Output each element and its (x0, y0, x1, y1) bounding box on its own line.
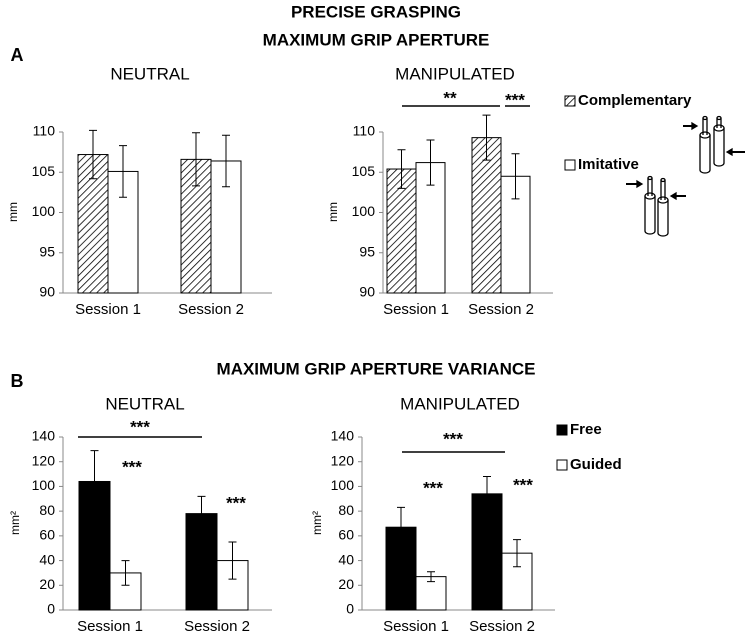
legend-swatch (564, 95, 576, 107)
bar (471, 137, 502, 294)
panel-label: A (11, 45, 24, 65)
significance-label: *** (122, 457, 142, 476)
error-bar (513, 539, 521, 568)
legend-label: Guided (570, 456, 622, 473)
chart-title: NEUTRAL (110, 64, 189, 83)
y-axis-label: mm² (310, 511, 324, 535)
significance-label: *** (513, 475, 533, 494)
y-tick-label: 40 (338, 551, 354, 567)
y-tick-label: 110 (353, 123, 376, 139)
legend-swatch (556, 459, 568, 471)
y-tick-label: 105 (352, 163, 376, 179)
chart-title: MANIPULATED (400, 394, 520, 413)
error-bar (192, 132, 200, 187)
error-bar (197, 495, 206, 532)
legend-label: Complementary (578, 92, 692, 109)
error-bar (121, 560, 130, 586)
error-bar (119, 145, 127, 198)
y-tick-label: 40 (39, 551, 55, 567)
significance-label: *** (505, 90, 525, 109)
significance-label: ** (443, 88, 457, 107)
error-bar (482, 114, 491, 161)
error-bar (222, 134, 230, 188)
panel-label: B (11, 371, 24, 391)
y-tick-label: 20 (39, 576, 55, 592)
legend-label: Free (570, 421, 602, 438)
error-bar (228, 541, 237, 580)
y-tick-label: 80 (39, 502, 55, 518)
y-axis-label: mm (326, 202, 340, 222)
error-bar (427, 571, 435, 583)
error-bar (426, 139, 435, 186)
x-tick-label: Session 1 (383, 618, 449, 635)
y-tick-label: 90 (39, 284, 55, 300)
error-bar (397, 506, 405, 548)
significance-label: *** (443, 429, 463, 448)
x-tick-label: Session 1 (77, 618, 143, 635)
x-tick-label: Session 1 (75, 301, 141, 318)
error-bar (511, 153, 520, 200)
y-tick-label: 100 (331, 477, 355, 493)
error-bar (90, 450, 99, 513)
legend-label: Imitative (578, 156, 639, 173)
y-tick-label: 20 (338, 576, 354, 592)
x-tick-label: Session 2 (468, 301, 534, 318)
figure-title: PRECISE GRASPING (291, 2, 461, 21)
y-tick-label: 100 (352, 203, 376, 219)
y-tick-label: 95 (359, 243, 375, 259)
figure-title: MAXIMUM GRIP APERTURE (263, 30, 490, 49)
y-tick-label: 120 (32, 452, 56, 468)
y-tick-label: 60 (39, 527, 55, 543)
error-bar (89, 129, 97, 180)
chart-title: MANIPULATED (395, 64, 515, 83)
object-icon (626, 115, 745, 237)
error-bar (397, 149, 406, 189)
y-tick-label: 0 (47, 601, 55, 617)
significance-label: *** (130, 417, 150, 436)
x-tick-label: Session 2 (469, 618, 535, 635)
bar (415, 576, 447, 611)
significance-label: *** (226, 493, 246, 512)
error-bar (483, 476, 491, 512)
y-tick-label: 100 (32, 477, 56, 493)
y-tick-label: 60 (338, 527, 354, 543)
x-tick-label: Session 1 (383, 301, 449, 318)
y-axis-label: mm² (8, 511, 22, 535)
y-axis-label: mm (6, 202, 20, 222)
y-tick-label: 80 (338, 502, 354, 518)
y-tick-label: 100 (32, 203, 56, 219)
legend-swatch (564, 159, 576, 171)
chart-title: NEUTRAL (105, 394, 184, 413)
x-tick-label: Session 2 (178, 301, 244, 318)
legend-swatch (556, 424, 568, 436)
y-tick-label: 140 (32, 428, 56, 444)
significance-label: *** (423, 478, 443, 497)
bar (471, 493, 503, 611)
y-tick-label: 105 (32, 163, 56, 179)
y-tick-label: 95 (39, 243, 55, 259)
y-tick-label: 110 (33, 123, 56, 139)
y-tick-label: 120 (331, 452, 355, 468)
x-tick-label: Session 2 (184, 618, 250, 635)
y-tick-label: 0 (346, 601, 354, 617)
section-title: MAXIMUM GRIP APERTURE VARIANCE (217, 359, 536, 378)
y-tick-label: 140 (331, 428, 355, 444)
y-tick-label: 90 (359, 284, 375, 300)
